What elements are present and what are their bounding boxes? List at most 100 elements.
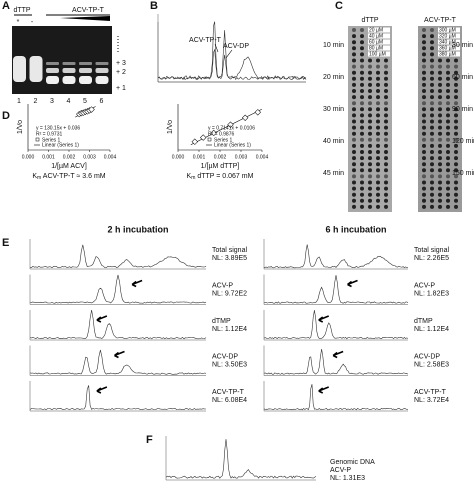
blot-dot	[422, 95, 426, 100]
blot-dot	[438, 186, 442, 191]
blot-dot	[368, 180, 372, 185]
blot-dot	[430, 137, 434, 142]
y-axis-label: 1/Vo	[167, 120, 174, 134]
blot-dot	[454, 204, 458, 209]
blot-dot	[360, 168, 364, 173]
chromatogram-trace	[157, 48, 307, 81]
gel-band	[46, 68, 59, 73]
blot-dot	[454, 174, 458, 179]
legend-entry: Series 1	[42, 137, 61, 143]
x-tick-label: 0.003	[83, 154, 96, 160]
chromatogram-trace	[165, 439, 317, 479]
blot-dot	[422, 52, 426, 57]
blot-dot	[454, 198, 458, 203]
km-symbol: K	[32, 173, 37, 180]
concentration-label: 60 µM	[369, 39, 383, 45]
blot-dot	[368, 95, 372, 100]
blot-dot	[360, 70, 364, 75]
blot-dot	[422, 137, 426, 142]
x-axis-label: 1/[µM ACV]	[51, 163, 87, 170]
blot-dot	[360, 119, 364, 124]
label-bg	[438, 51, 460, 57]
chromatogram-trace	[29, 274, 207, 304]
pointer	[225, 49, 233, 59]
km-text: ACV-TP-T ≈ 3.6 mM	[41, 173, 106, 180]
trace-nl: NL: 1.12E4	[414, 326, 449, 333]
band-label: + 2	[116, 69, 126, 76]
panel-label: B	[150, 0, 158, 12]
time-label: 45 min	[323, 170, 344, 177]
trace-name: ACV-TP-T	[212, 389, 245, 396]
lane-mark: *	[17, 19, 20, 26]
blot-dot	[384, 58, 388, 63]
x-axis-label: 1/[µM dTTP]	[201, 163, 240, 170]
concentration-label: 40 µM	[369, 33, 383, 39]
blot-dot	[438, 180, 442, 185]
blot-dot	[430, 34, 434, 39]
data-point	[210, 129, 217, 137]
blot-dot	[384, 64, 388, 69]
data-point	[88, 106, 95, 113]
arrow	[131, 279, 143, 288]
blot-dot	[352, 119, 356, 124]
time-label: 20 min	[323, 74, 344, 81]
blot-dot	[360, 82, 364, 87]
blot-dot	[430, 180, 434, 185]
arrow	[318, 386, 330, 394]
blot-dot	[422, 28, 426, 32]
gel-band	[95, 76, 109, 84]
blot-dot	[376, 70, 380, 75]
blot-dot	[360, 52, 364, 57]
blot-dot	[430, 58, 434, 63]
blot-dot	[352, 131, 356, 136]
label-bg	[438, 45, 460, 51]
lane-number: 2	[34, 98, 38, 105]
blot-dot	[360, 107, 364, 112]
blot-dot	[438, 101, 442, 106]
km-subscript: m	[191, 175, 195, 181]
chromatogram-trace	[29, 309, 207, 340]
column-title: 6 h incubation	[325, 224, 386, 234]
blot-dot	[454, 119, 458, 124]
blot-dot	[360, 204, 364, 209]
peak-label: ACV-DP	[223, 43, 249, 50]
blot-dot	[360, 113, 364, 118]
blot-dot	[446, 70, 450, 75]
blot-dot	[384, 186, 388, 191]
blot-dot	[352, 137, 356, 142]
blot-dot	[368, 113, 372, 118]
blot-dot	[438, 198, 442, 203]
legend-entry: Linear (Series 1)	[42, 142, 79, 148]
concentration-label: 340 µM	[439, 39, 456, 45]
blot-dot	[446, 204, 450, 209]
blot-dot	[352, 125, 356, 130]
blot-dot	[454, 192, 458, 197]
data-point	[191, 138, 198, 145]
blot-dot	[430, 168, 434, 173]
x-tick-label: 0.002	[214, 154, 227, 160]
km-value: Km ACV-TP-T ≈ 3.6 mM	[32, 173, 105, 181]
blot-dot	[360, 198, 364, 203]
blot-dot	[454, 107, 458, 112]
blot-dot	[438, 192, 442, 197]
trace-name: ACV-P	[414, 282, 435, 289]
blot-dot	[454, 180, 458, 185]
blot-dot	[360, 46, 364, 51]
blot-dot	[376, 186, 380, 191]
blot-dot	[376, 150, 380, 154]
blot-dot	[430, 28, 434, 32]
blot-dot	[368, 137, 372, 142]
blot-dot	[360, 101, 364, 106]
blot-dot	[446, 143, 450, 148]
trace-name: dTMP	[414, 318, 433, 325]
blot-dot	[422, 150, 426, 154]
arrow	[318, 315, 330, 323]
blot-dot	[454, 150, 458, 154]
blot-dot	[446, 119, 450, 124]
strip-title: ACV-TP-T	[424, 17, 457, 24]
blot-dot	[352, 186, 356, 191]
blot-dot	[352, 107, 356, 112]
blot-dot	[368, 168, 372, 173]
x-tick-label: 0.002	[63, 154, 76, 160]
blot-dot	[360, 137, 364, 142]
